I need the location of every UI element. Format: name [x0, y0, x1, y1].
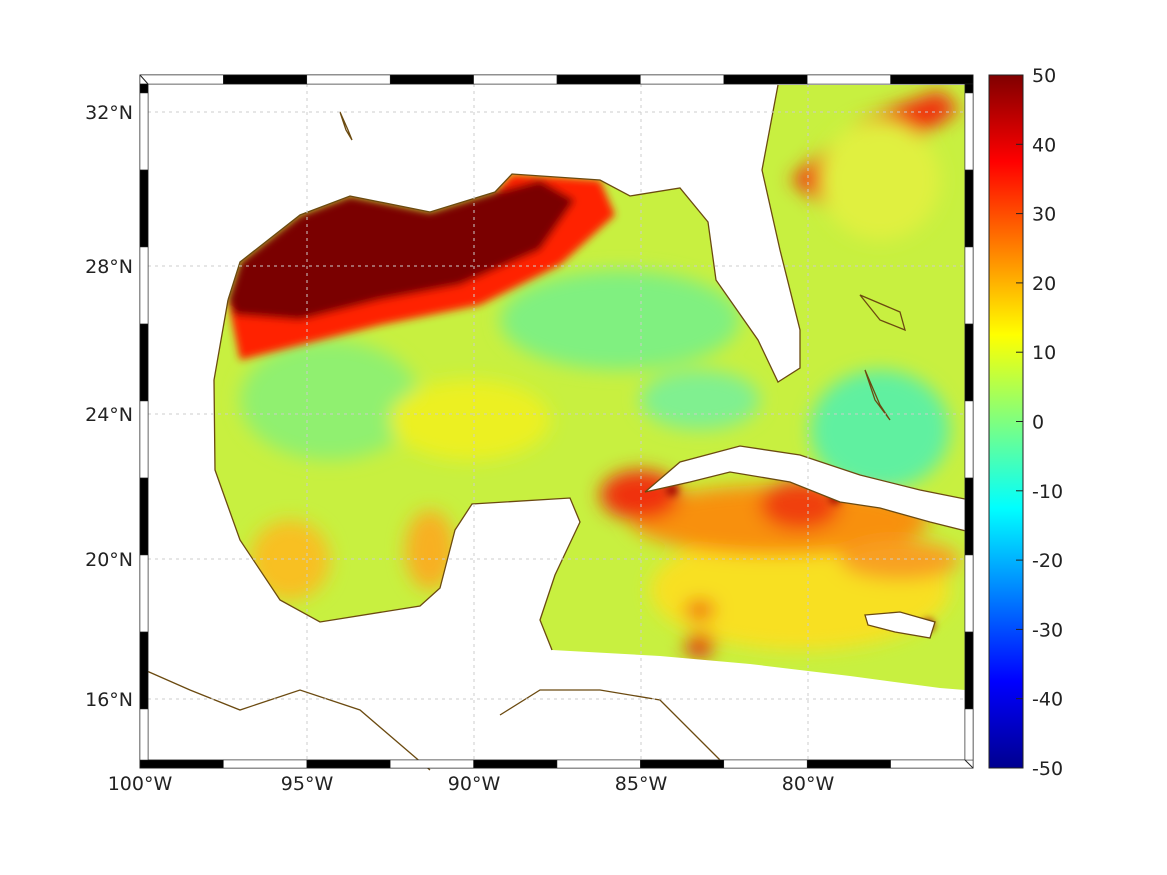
- anomaly-field: [214, 85, 965, 690]
- colorbar-tick-label: -10: [1032, 481, 1063, 503]
- lon-label: 95°W: [281, 773, 334, 795]
- colorbar-tick-label: 30: [1032, 204, 1056, 226]
- lon-label: 80°W: [782, 773, 835, 795]
- colorbar-tick-label: 0: [1032, 412, 1044, 434]
- lat-label: 20°N: [85, 549, 133, 571]
- gridlines: [148, 84, 965, 760]
- colorbar-tick-label: 40: [1032, 134, 1056, 156]
- lat-label: 16°N: [85, 689, 133, 711]
- lat-labels: 32°N 28°N 24°N 20°N 16°N: [85, 102, 133, 711]
- colorbar-tick-label: 20: [1032, 273, 1056, 295]
- colorbar-tick-label: 10: [1032, 342, 1056, 364]
- lat-label: 32°N: [85, 102, 133, 124]
- lat-label: 24°N: [85, 404, 133, 426]
- lon-label: 90°W: [448, 773, 501, 795]
- colorbar-tick-label: -40: [1032, 689, 1063, 711]
- colorbar-tick-label: -50: [1032, 758, 1063, 780]
- colorbar: 50 40 30 20 10 0 -10 -20 -30 -40 -50: [988, 65, 1063, 780]
- colorbar-tick-label: -20: [1032, 550, 1063, 572]
- lat-label: 28°N: [85, 256, 133, 278]
- lon-label: 100°W: [108, 773, 173, 795]
- lon-label: 85°W: [615, 773, 668, 795]
- colorbar-tick-label: 50: [1032, 65, 1056, 87]
- coastlines: [139, 84, 971, 771]
- map-frame: [139, 74, 974, 769]
- jamaica: [864, 611, 936, 639]
- colorbar-tick-label: -30: [1032, 619, 1063, 641]
- lon-labels: 100°W 95°W 90°W 85°W 80°W: [108, 773, 835, 795]
